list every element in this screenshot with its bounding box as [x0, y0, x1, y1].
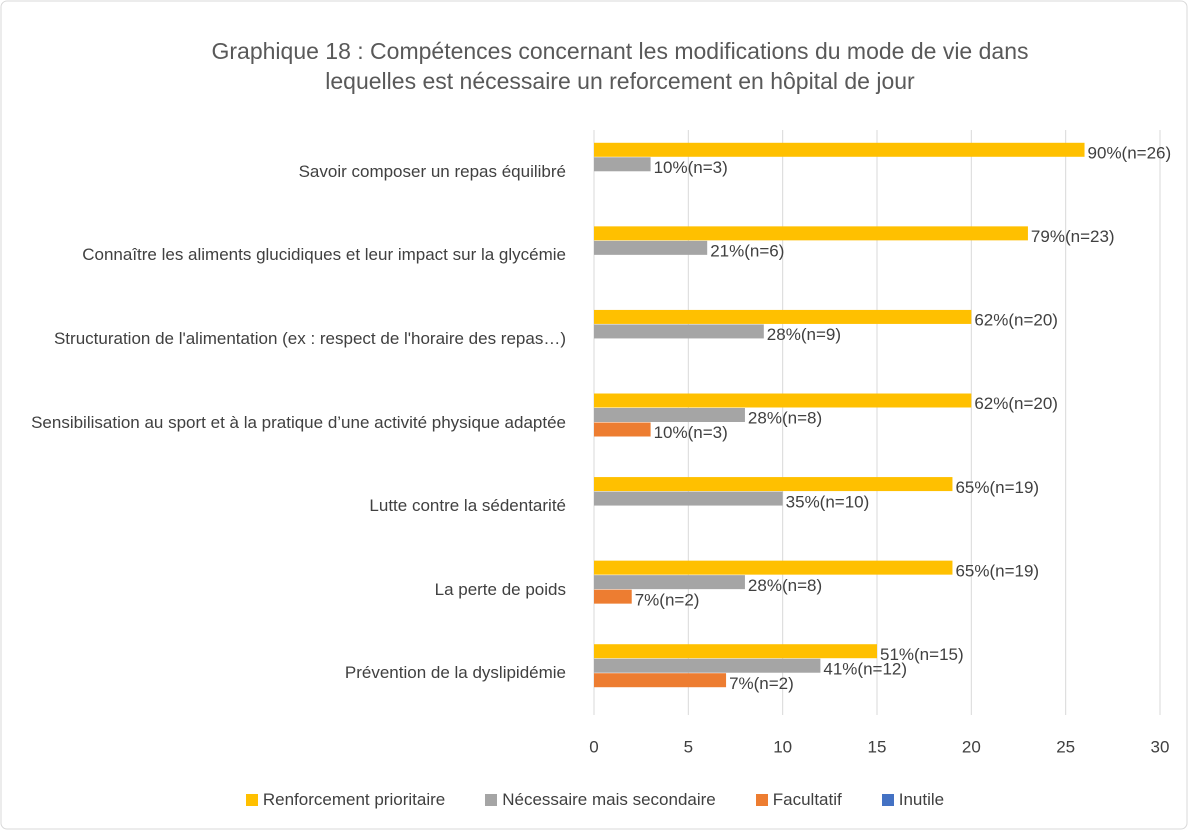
- data-label: 35%(n=10): [786, 492, 870, 511]
- bar: [594, 309, 972, 324]
- data-label: 28%(n=8): [748, 409, 822, 428]
- data-label: 28%(n=9): [767, 325, 841, 344]
- category-label: La perte de poids: [434, 579, 566, 599]
- data-label: 65%(n=19): [955, 561, 1039, 580]
- bar: [594, 589, 632, 604]
- bar: [594, 575, 745, 590]
- legend-item: Facultatif: [755, 790, 842, 810]
- bar: [594, 477, 953, 492]
- legend-item: Inutile: [881, 790, 945, 810]
- data-label: 62%(n=20): [974, 394, 1058, 413]
- bar: [594, 658, 821, 673]
- legend-swatch: [485, 794, 498, 806]
- bar: [594, 560, 953, 575]
- category-label: Connaître les aliments glucidiques et le…: [82, 245, 566, 265]
- legend-label: Nécessaire mais secondaire: [502, 790, 716, 809]
- data-label: 79%(n=23): [1031, 227, 1115, 246]
- x-tick-label: 10: [773, 737, 792, 756]
- category-label: Lutte contre la sédentarité: [369, 496, 566, 516]
- category-label: Structuration de l'alimentation (ex : re…: [53, 328, 566, 348]
- data-label: 7%(n=2): [729, 674, 794, 693]
- legend-swatch: [755, 794, 768, 806]
- data-label: 62%(n=20): [974, 311, 1058, 330]
- legend-label: Inutile: [898, 790, 945, 809]
- bar: [594, 673, 727, 688]
- data-label: 51%(n=15): [880, 645, 964, 664]
- legend: Renforcement prioritaire Nécessaire mais …: [0, 790, 1190, 810]
- x-tick-label: 20: [962, 737, 981, 756]
- legend-label: Facultatif: [772, 790, 842, 809]
- bar: [594, 142, 1085, 157]
- data-label: 10%(n=3): [654, 423, 728, 442]
- x-tick-label: 30: [1151, 737, 1170, 756]
- x-tick-label: 0: [589, 737, 598, 756]
- data-label: 7%(n=2): [635, 590, 700, 609]
- bar: [594, 644, 877, 659]
- category-label: Savoir composer un repas équilibré: [298, 161, 566, 181]
- bar: [594, 422, 651, 437]
- bar: [594, 408, 745, 422]
- data-label: 41%(n=12): [823, 659, 907, 678]
- bar: [594, 324, 764, 339]
- x-tick-label: 15: [868, 737, 887, 756]
- bar: [594, 226, 1028, 241]
- data-label: 90%(n=26): [1088, 144, 1172, 163]
- data-label: 28%(n=8): [748, 576, 822, 595]
- x-tick-label: 25: [1056, 737, 1075, 756]
- category-label: Sensibilisation au sport et à la pratiqu…: [31, 412, 566, 432]
- legend-label: Renforcement prioritaire: [262, 790, 446, 809]
- bar: [594, 393, 972, 408]
- x-tick-label: 5: [684, 737, 693, 756]
- legend-swatch: [881, 794, 894, 806]
- category-label: Prévention de la dyslipidémie: [344, 663, 566, 683]
- bar: [594, 157, 651, 172]
- legend-item: Nécessaire mais secondaire: [485, 790, 716, 810]
- legend-item: Renforcement prioritaire: [245, 790, 446, 810]
- chart-title: Graphique 18 : Compétences concernant le…: [211, 38, 1029, 94]
- data-label: 65%(n=19): [955, 478, 1039, 497]
- data-label: 21%(n=6): [710, 242, 784, 261]
- data-label: 10%(n=3): [654, 158, 728, 177]
- bar: [594, 240, 708, 255]
- legend-swatch: [245, 794, 258, 806]
- bar: [594, 491, 783, 506]
